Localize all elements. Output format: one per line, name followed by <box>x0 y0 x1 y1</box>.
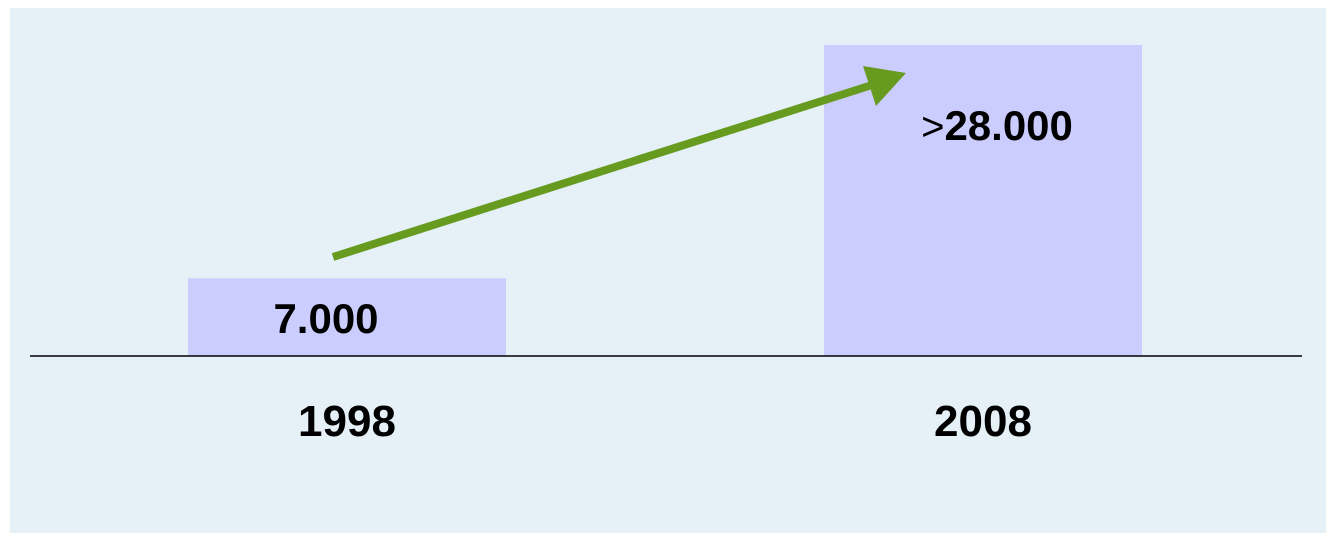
x-tick-label-2008: 2008 <box>934 397 1032 446</box>
increase-arrow <box>331 66 906 261</box>
arrow-shaft <box>331 81 874 261</box>
arrow-head <box>863 66 906 106</box>
data-label-1998: 7.000 <box>273 295 378 342</box>
bar-1998 <box>188 278 506 356</box>
labels-layer: 1998 7.000 2008 >28.000 <box>273 102 1072 446</box>
data-label-value-2008: 28.000 <box>944 102 1072 149</box>
data-label-2008: >28.000 <box>921 102 1073 149</box>
x-tick-label-1998: 1998 <box>298 397 396 446</box>
data-label-value-1998: 7.000 <box>273 295 378 342</box>
data-label-prefix-2008: > <box>921 105 944 149</box>
